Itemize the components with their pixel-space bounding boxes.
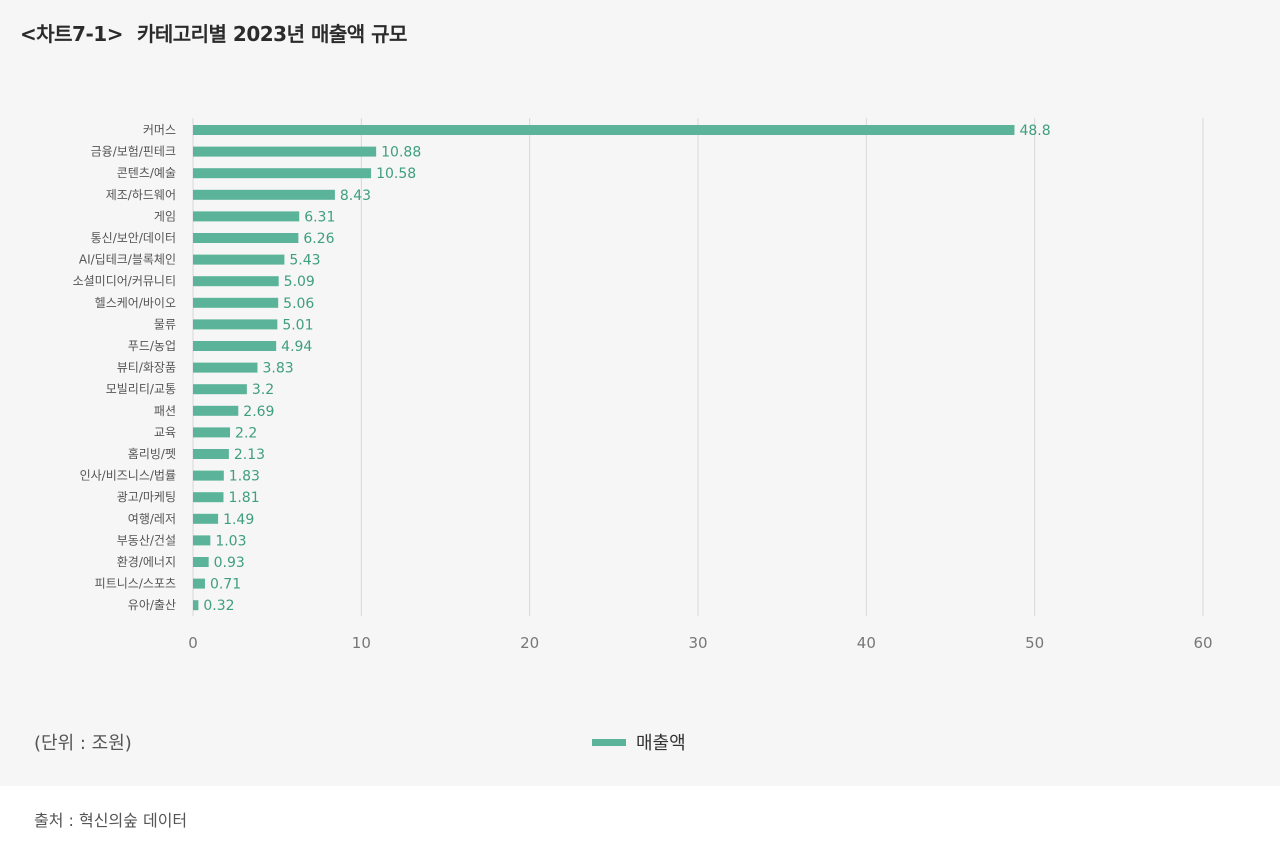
data-label: 5.06	[283, 296, 314, 312]
category-label: 홈리빙/펫	[128, 447, 176, 461]
bar	[193, 276, 279, 287]
bar	[193, 578, 205, 589]
bar	[193, 341, 277, 351]
grid-lines	[192, 118, 1204, 616]
category-label: 물류	[154, 317, 176, 331]
data-label: 0.71	[210, 577, 241, 593]
category-label: 피트니스/스포츠	[95, 577, 176, 591]
category-label: 교육	[154, 425, 176, 439]
bar	[193, 492, 224, 503]
x-tick-label: 60	[1193, 634, 1212, 652]
data-label: 6.26	[303, 231, 334, 247]
bar	[193, 146, 377, 157]
category-label: 게임	[154, 209, 176, 223]
chart-title-text: 카테고리별 2023년 매출액 규모	[136, 22, 407, 46]
bar	[193, 254, 285, 265]
data-label: 1.83	[229, 469, 260, 485]
source-note: 출처 : 혁신의숲 데이터	[34, 811, 188, 830]
x-tick-label: 10	[352, 634, 371, 652]
chart-number: <차트7-1>	[20, 22, 123, 46]
bar	[193, 513, 219, 524]
data-label: 4.94	[281, 339, 312, 355]
bar-chart: 0 10 20 30 40 50 60 커머스 48.8 금융/보험/핀테크 10.88 콘텐츠/예술…	[73, 118, 1213, 652]
category-label: 모빌리티/교통	[106, 382, 176, 396]
data-label: 10.88	[381, 145, 421, 161]
category-label: 뷰티/화장품	[117, 361, 176, 375]
data-label: 3.83	[262, 361, 293, 377]
bar	[193, 600, 199, 611]
category-label: 부동산/건설	[117, 533, 176, 547]
x-tick-label: 40	[857, 634, 876, 652]
category-label: 소셜미디어/커뮤니티	[73, 274, 176, 288]
category-label: 콘텐츠/예술	[117, 166, 176, 180]
bars	[193, 125, 1015, 611]
x-tick-label: 50	[1025, 634, 1044, 652]
legend-swatch	[592, 738, 626, 746]
bar	[193, 125, 1015, 135]
data-label: 2.13	[234, 447, 265, 463]
bar	[193, 233, 299, 243]
unit-note: (단위 : 조원)	[34, 733, 132, 754]
labels: 0 10 20 30 40 50 60 커머스 48.8 금융/보험/핀테크 10.88 콘텐츠/예술…	[73, 123, 1213, 652]
data-label: 8.43	[340, 188, 371, 204]
category-label: 푸드/농업	[128, 339, 176, 353]
bar	[193, 427, 231, 438]
data-label: 0.32	[203, 598, 234, 614]
bar	[193, 384, 247, 395]
category-label: 금융/보험/핀테크	[91, 145, 176, 159]
data-label: 3.2	[252, 382, 274, 398]
bar	[193, 535, 211, 546]
category-label: 여행/레저	[128, 511, 176, 526]
data-label: 2.69	[243, 404, 274, 420]
bar	[193, 211, 300, 222]
category-label: 인사/비즈니스/법률	[80, 469, 176, 483]
data-label: 5.09	[284, 274, 315, 290]
data-label: 1.81	[228, 490, 259, 506]
data-label: 10.58	[376, 166, 416, 182]
category-label: 헬스케어/바이오	[95, 296, 176, 310]
category-label: 환경/에너지	[117, 555, 176, 569]
legend: 매출액	[592, 729, 686, 755]
data-label: 5.43	[289, 253, 320, 269]
category-label: 제조/하드웨어	[106, 188, 176, 202]
x-tick-label: 30	[688, 634, 707, 652]
bar	[193, 470, 224, 481]
data-label: 0.93	[214, 555, 245, 571]
bar	[193, 557, 209, 567]
category-label: 패션	[154, 404, 176, 418]
chart-title: <차트7-1> 카테고리별 2023년 매출액 규모	[20, 18, 407, 47]
bar	[193, 405, 239, 416]
bar	[193, 297, 279, 308]
data-label: 1.03	[215, 533, 246, 549]
data-label: 6.31	[304, 209, 335, 225]
bar	[193, 319, 278, 330]
category-label: 통신/보안/데이터	[91, 231, 176, 245]
bar	[193, 449, 229, 459]
x-tick-label: 20	[520, 634, 539, 652]
bar	[193, 189, 335, 200]
x-tick-label: 0	[188, 634, 198, 652]
data-label: 5.01	[282, 317, 313, 333]
category-label: 광고/마케팅	[117, 490, 176, 504]
data-label: 48.8	[1019, 123, 1050, 139]
bar	[193, 168, 372, 179]
category-label: 유아/출산	[128, 598, 176, 612]
category-label: 커머스	[143, 123, 176, 137]
bar	[193, 362, 258, 373]
legend-label: 매출액	[636, 733, 686, 754]
category-label: AI/딥테크/블록체인	[79, 253, 176, 267]
data-label: 2.2	[235, 425, 257, 441]
data-label: 1.49	[223, 512, 254, 528]
